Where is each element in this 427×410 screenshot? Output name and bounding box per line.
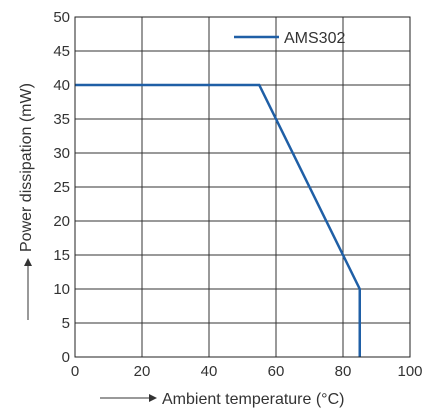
y-tick-label: 20 <box>53 213 70 230</box>
x-axis-title: Ambient temperature (°C) <box>162 391 344 408</box>
legend-label-ams302: AMS302 <box>284 30 345 47</box>
legend: AMS302 <box>234 30 345 47</box>
y-tick-label: 30 <box>53 145 70 162</box>
y-axis-title: Power dissipation (mW) <box>18 83 35 252</box>
x-tick-label: 80 <box>335 363 352 380</box>
series-layer <box>75 83 361 357</box>
y-tick-label: 10 <box>53 281 70 298</box>
x-tick-label: 40 <box>201 363 218 380</box>
plot-area-frame <box>74 16 411 358</box>
y-tick-label: 35 <box>53 111 70 128</box>
x-axis-arrowhead <box>149 394 157 402</box>
y-tick-label: 40 <box>53 77 70 94</box>
grid <box>75 17 410 357</box>
x-tick-label: 60 <box>268 363 285 380</box>
y-axis-arrowhead <box>24 258 32 266</box>
y-tick-label: 45 <box>53 43 70 60</box>
y-tick-label: 0 <box>62 349 70 366</box>
x-tick-label: 100 <box>397 363 422 380</box>
x-axis-ticks: 0 20 40 60 80 100 <box>71 363 423 380</box>
y-tick-label: 15 <box>53 247 70 264</box>
series-line-ams302 <box>75 83 361 357</box>
y-axis-title-group: Power dissipation (mW) <box>18 83 35 320</box>
y-axis-ticks: 0 5 10 15 20 25 30 35 40 45 50 <box>53 9 70 366</box>
y-tick-label: 50 <box>53 9 70 26</box>
x-tick-label: 20 <box>134 363 151 380</box>
x-axis-title-group: Ambient temperature (°C) <box>100 391 344 408</box>
y-tick-label: 25 <box>53 179 70 196</box>
x-tick-label: 0 <box>71 363 79 380</box>
y-tick-label: 5 <box>62 315 70 332</box>
